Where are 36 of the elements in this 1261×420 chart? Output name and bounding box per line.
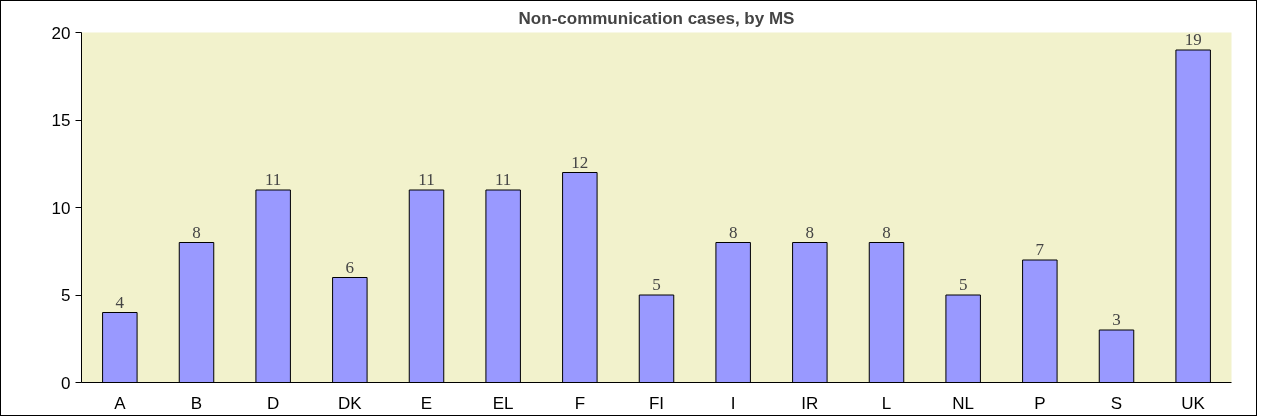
x-tick-label: B xyxy=(190,393,203,413)
x-tick-label: S xyxy=(1110,393,1123,413)
x-tick-label: A xyxy=(114,393,127,413)
data-label: 11 xyxy=(264,170,282,189)
data-label: 6 xyxy=(345,257,355,277)
data-label: 5 xyxy=(958,275,968,294)
x-tick-label: FI xyxy=(648,393,665,413)
data-label: 12 xyxy=(571,152,589,172)
data-label: 5 xyxy=(652,275,661,294)
data-label: 7 xyxy=(1035,240,1045,259)
x-tick-label: DK xyxy=(338,393,363,413)
data-label: 8 xyxy=(728,222,738,242)
data-label: 8 xyxy=(192,222,201,242)
y-tick-label: 15 xyxy=(51,111,71,130)
x-tick-label: P xyxy=(1034,393,1046,413)
x-tick-label: EL xyxy=(492,393,514,413)
data-label: 11 xyxy=(494,170,512,189)
y-tick-label: 10 xyxy=(51,198,71,218)
data-label: 4 xyxy=(115,292,125,312)
y-tick-label: 5 xyxy=(61,286,71,305)
data-label: 8 xyxy=(882,222,891,242)
x-tick-label: E xyxy=(420,393,433,413)
data-label: 11 xyxy=(418,170,435,189)
x-tick-label: D xyxy=(267,393,280,413)
x-tick-label: I xyxy=(730,393,736,413)
x-tick-label: F xyxy=(574,393,586,413)
x-tick-label: L xyxy=(881,393,892,413)
y-tick-label: 20 xyxy=(51,23,71,43)
x-tick-label: UK xyxy=(1181,393,1206,413)
data-label: 8 xyxy=(805,222,815,242)
y-tick-label: 0 xyxy=(61,373,71,393)
x-tick-label: NL xyxy=(952,393,975,413)
x-tick-label: IR xyxy=(801,393,819,413)
data-label: 19 xyxy=(1184,30,1202,49)
chart-title: Non-communication cases, by MS xyxy=(518,8,795,28)
data-label: 3 xyxy=(1112,310,1121,329)
